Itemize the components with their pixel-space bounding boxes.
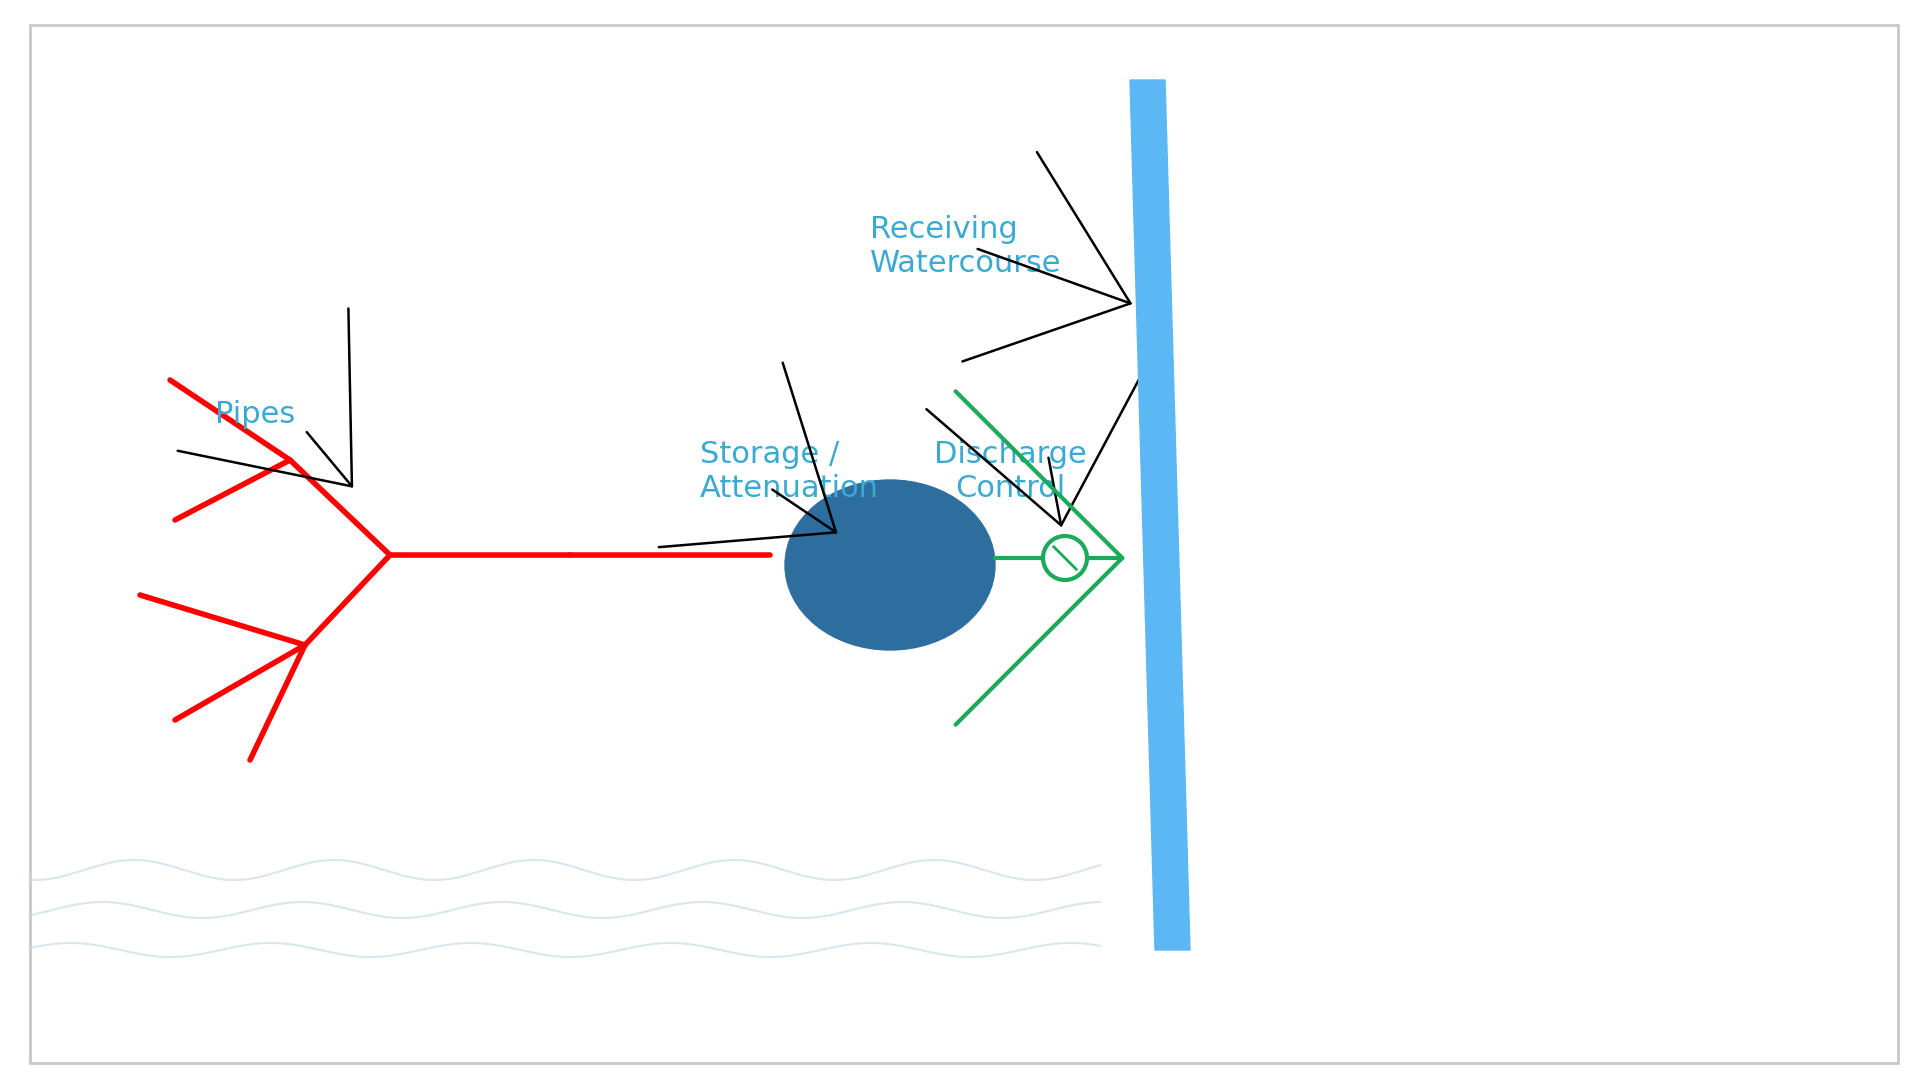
Text: Storage /
Attenuation: Storage / Attenuation [700, 440, 879, 503]
Text: Discharge
Control: Discharge Control [933, 440, 1085, 503]
Ellipse shape [785, 480, 995, 650]
Circle shape [1043, 536, 1087, 580]
Polygon shape [1130, 81, 1190, 950]
Text: Pipes: Pipes [216, 400, 295, 429]
Text: Receiving
Watercourse: Receiving Watercourse [870, 215, 1062, 277]
